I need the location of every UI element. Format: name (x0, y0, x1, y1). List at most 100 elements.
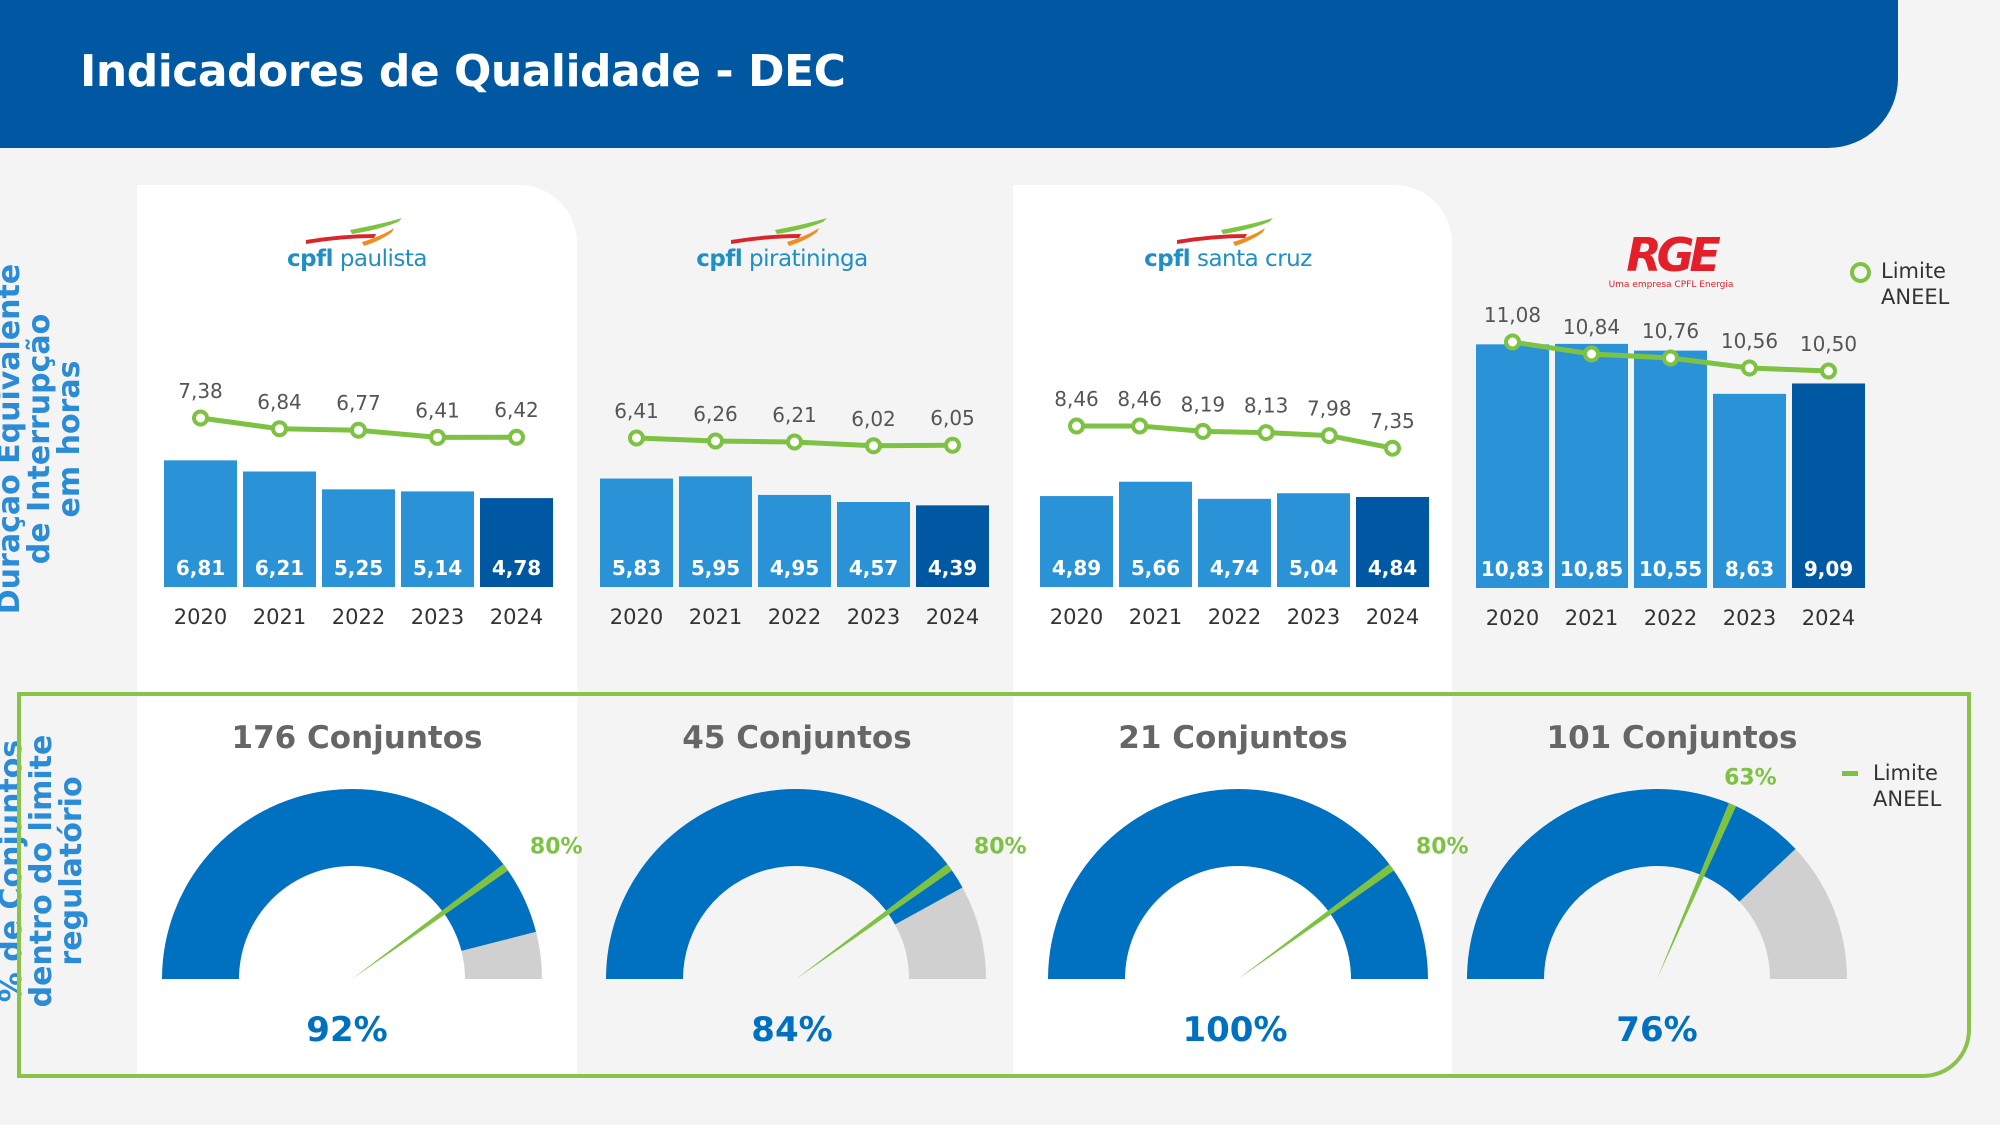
gauge-value-piratininga: 84% (751, 1010, 833, 1050)
cpfl-swoosh-icon (731, 218, 827, 246)
bar (916, 505, 989, 587)
bar-value-label: 5,14 (413, 556, 462, 580)
x-tick-label: 2023 (411, 605, 464, 629)
limit-value-label: 7,35 (1370, 409, 1415, 433)
conjuntos-section-border (17, 692, 1971, 1078)
gauge-0: 80% (162, 789, 583, 979)
limit-value-label: 7,98 (1307, 397, 1352, 421)
gauge-remainder-arc (461, 931, 543, 979)
limit-value-label: 8,46 (1054, 387, 1099, 411)
logo-text-bold: cpfl (696, 246, 743, 272)
x-tick-label: 2024 (490, 605, 543, 629)
gauge-value-arc (1048, 789, 1428, 979)
x-tick-label: 2020 (610, 605, 663, 629)
bar-value-label: 6,81 (176, 556, 225, 580)
gauge-title-paulista: 176 Conjuntos (231, 720, 483, 756)
bar-value-label: 5,66 (1131, 556, 1180, 580)
x-tick-label: 2023 (1287, 605, 1340, 629)
bar-value-label: 5,83 (612, 556, 661, 580)
logo-cpfl-paulista: cpfl paulista (257, 216, 457, 272)
x-tick-label: 2024 (1366, 605, 1419, 629)
limit-line (1076, 423, 1393, 451)
bar (1713, 393, 1786, 588)
x-tick-label: 2021 (253, 605, 306, 629)
gauge-remainder-arc (1739, 848, 1847, 979)
bar-chart-2: 4,89 2020 5,66 2021 4,74 2022 5,04 2023 4,84 2024… (1040, 387, 1429, 629)
bar (243, 471, 316, 587)
bar (758, 494, 831, 587)
limit-value-label: 10,76 (1642, 319, 1699, 343)
x-tick-label: 2023 (847, 605, 900, 629)
limit-point (1194, 422, 1212, 440)
bar-value-label: 10,55 (1639, 557, 1702, 581)
limit-value-label: 6,41 (614, 399, 659, 423)
x-tick-label: 2024 (926, 605, 979, 629)
legend-label: ANEEL (1873, 787, 1942, 811)
x-tick-label: 2020 (1050, 605, 1103, 629)
bar-chart-0: 6,81 2020 6,21 2021 5,25 2022 5,14 2023 4,78 2024… (164, 379, 553, 629)
gauge-1: 80% (606, 788, 1027, 979)
legend-label: Limite (1873, 761, 1938, 785)
gauge-title-rge: 101 Conjuntos (1546, 720, 1798, 756)
x-tick-label: 2020 (1486, 606, 1539, 630)
rge-subtitle: Uma empresa CPFL Energia (1608, 280, 1734, 290)
limit-point (508, 428, 525, 446)
logo-text-bold: cpfl (287, 246, 334, 272)
bar (480, 498, 553, 587)
legend-label: Limite (1881, 259, 1946, 283)
cpfl-swoosh-icon (306, 218, 402, 246)
bar-value-label: 10,85 (1560, 557, 1623, 581)
x-tick-label: 2021 (1129, 605, 1182, 629)
logo-rge: RGE Uma empresa CPFL Energia (1606, 232, 1736, 290)
limit-point (1068, 417, 1085, 435)
limit-value-label: 6,41 (415, 398, 460, 422)
x-tick-label: 2022 (768, 605, 821, 629)
bar-value-label: 4,84 (1368, 556, 1417, 580)
x-tick-label: 2022 (332, 605, 385, 629)
bar-value-label: 5,95 (691, 556, 740, 580)
bar (1356, 496, 1429, 587)
limit-point (192, 409, 209, 427)
limit-point (1504, 333, 1521, 351)
logo-text: santa cruz (1190, 246, 1312, 272)
x-tick-label: 2023 (1723, 606, 1776, 630)
limit-point (865, 437, 882, 455)
limit-value-label: 6,02 (851, 407, 896, 431)
limit-value-label: 7,38 (178, 379, 223, 403)
bar-value-label: 4,89 (1052, 556, 1101, 580)
limit-value-label: 6,84 (257, 390, 302, 414)
logo-cpfl-piratininga: cpfl piratininga (682, 216, 882, 272)
limit-value-label: 8,19 (1181, 392, 1226, 416)
dash-marker-icon (1842, 771, 1858, 776)
limit-value-label: 6,42 (494, 398, 539, 422)
bar-value-label: 4,74 (1210, 556, 1259, 580)
logo-cpfl-santa-cruz: cpfl santa cruz (1128, 216, 1328, 272)
x-tick-label: 2024 (1802, 606, 1855, 630)
limit-point (1384, 439, 1401, 457)
bar-value-label: 5,04 (1289, 556, 1338, 580)
limit-point (707, 432, 724, 450)
bar (1792, 383, 1865, 588)
limit-value-label: 6,26 (693, 402, 738, 426)
bar (1119, 481, 1192, 587)
x-tick-label: 2022 (1644, 606, 1697, 630)
gauge-value-arc (162, 789, 537, 979)
gauge-value-santa-cruz: 100% (1182, 1010, 1288, 1050)
page-title: Indicadores de Qualidade - DEC (80, 46, 846, 97)
gauge-limit-needle (1657, 803, 1737, 979)
logo-text: piratininga (742, 246, 868, 272)
cpfl-swoosh-icon (1177, 218, 1273, 246)
bar-chart-3: 10,83 2020 10,85 2021 10,55 2022 8,63 2023 9,09 2… (1476, 303, 1865, 630)
limit-point (429, 428, 446, 446)
circle-marker-icon (1850, 262, 1871, 283)
limit-point (350, 421, 367, 439)
bar-value-label: 6,21 (255, 556, 304, 580)
bar-value-label: 5,25 (334, 556, 383, 580)
bar (1198, 498, 1271, 587)
bar-chart-1: 5,83 2020 5,95 2021 4,95 2022 4,57 2023 4,39 2024… (600, 399, 989, 629)
limit-point (1320, 427, 1338, 445)
limit-value-label: 8,46 (1117, 387, 1162, 411)
bar (1277, 493, 1350, 587)
x-tick-label: 2020 (174, 605, 227, 629)
gauge-title-piratininga: 45 Conjuntos (682, 720, 912, 756)
